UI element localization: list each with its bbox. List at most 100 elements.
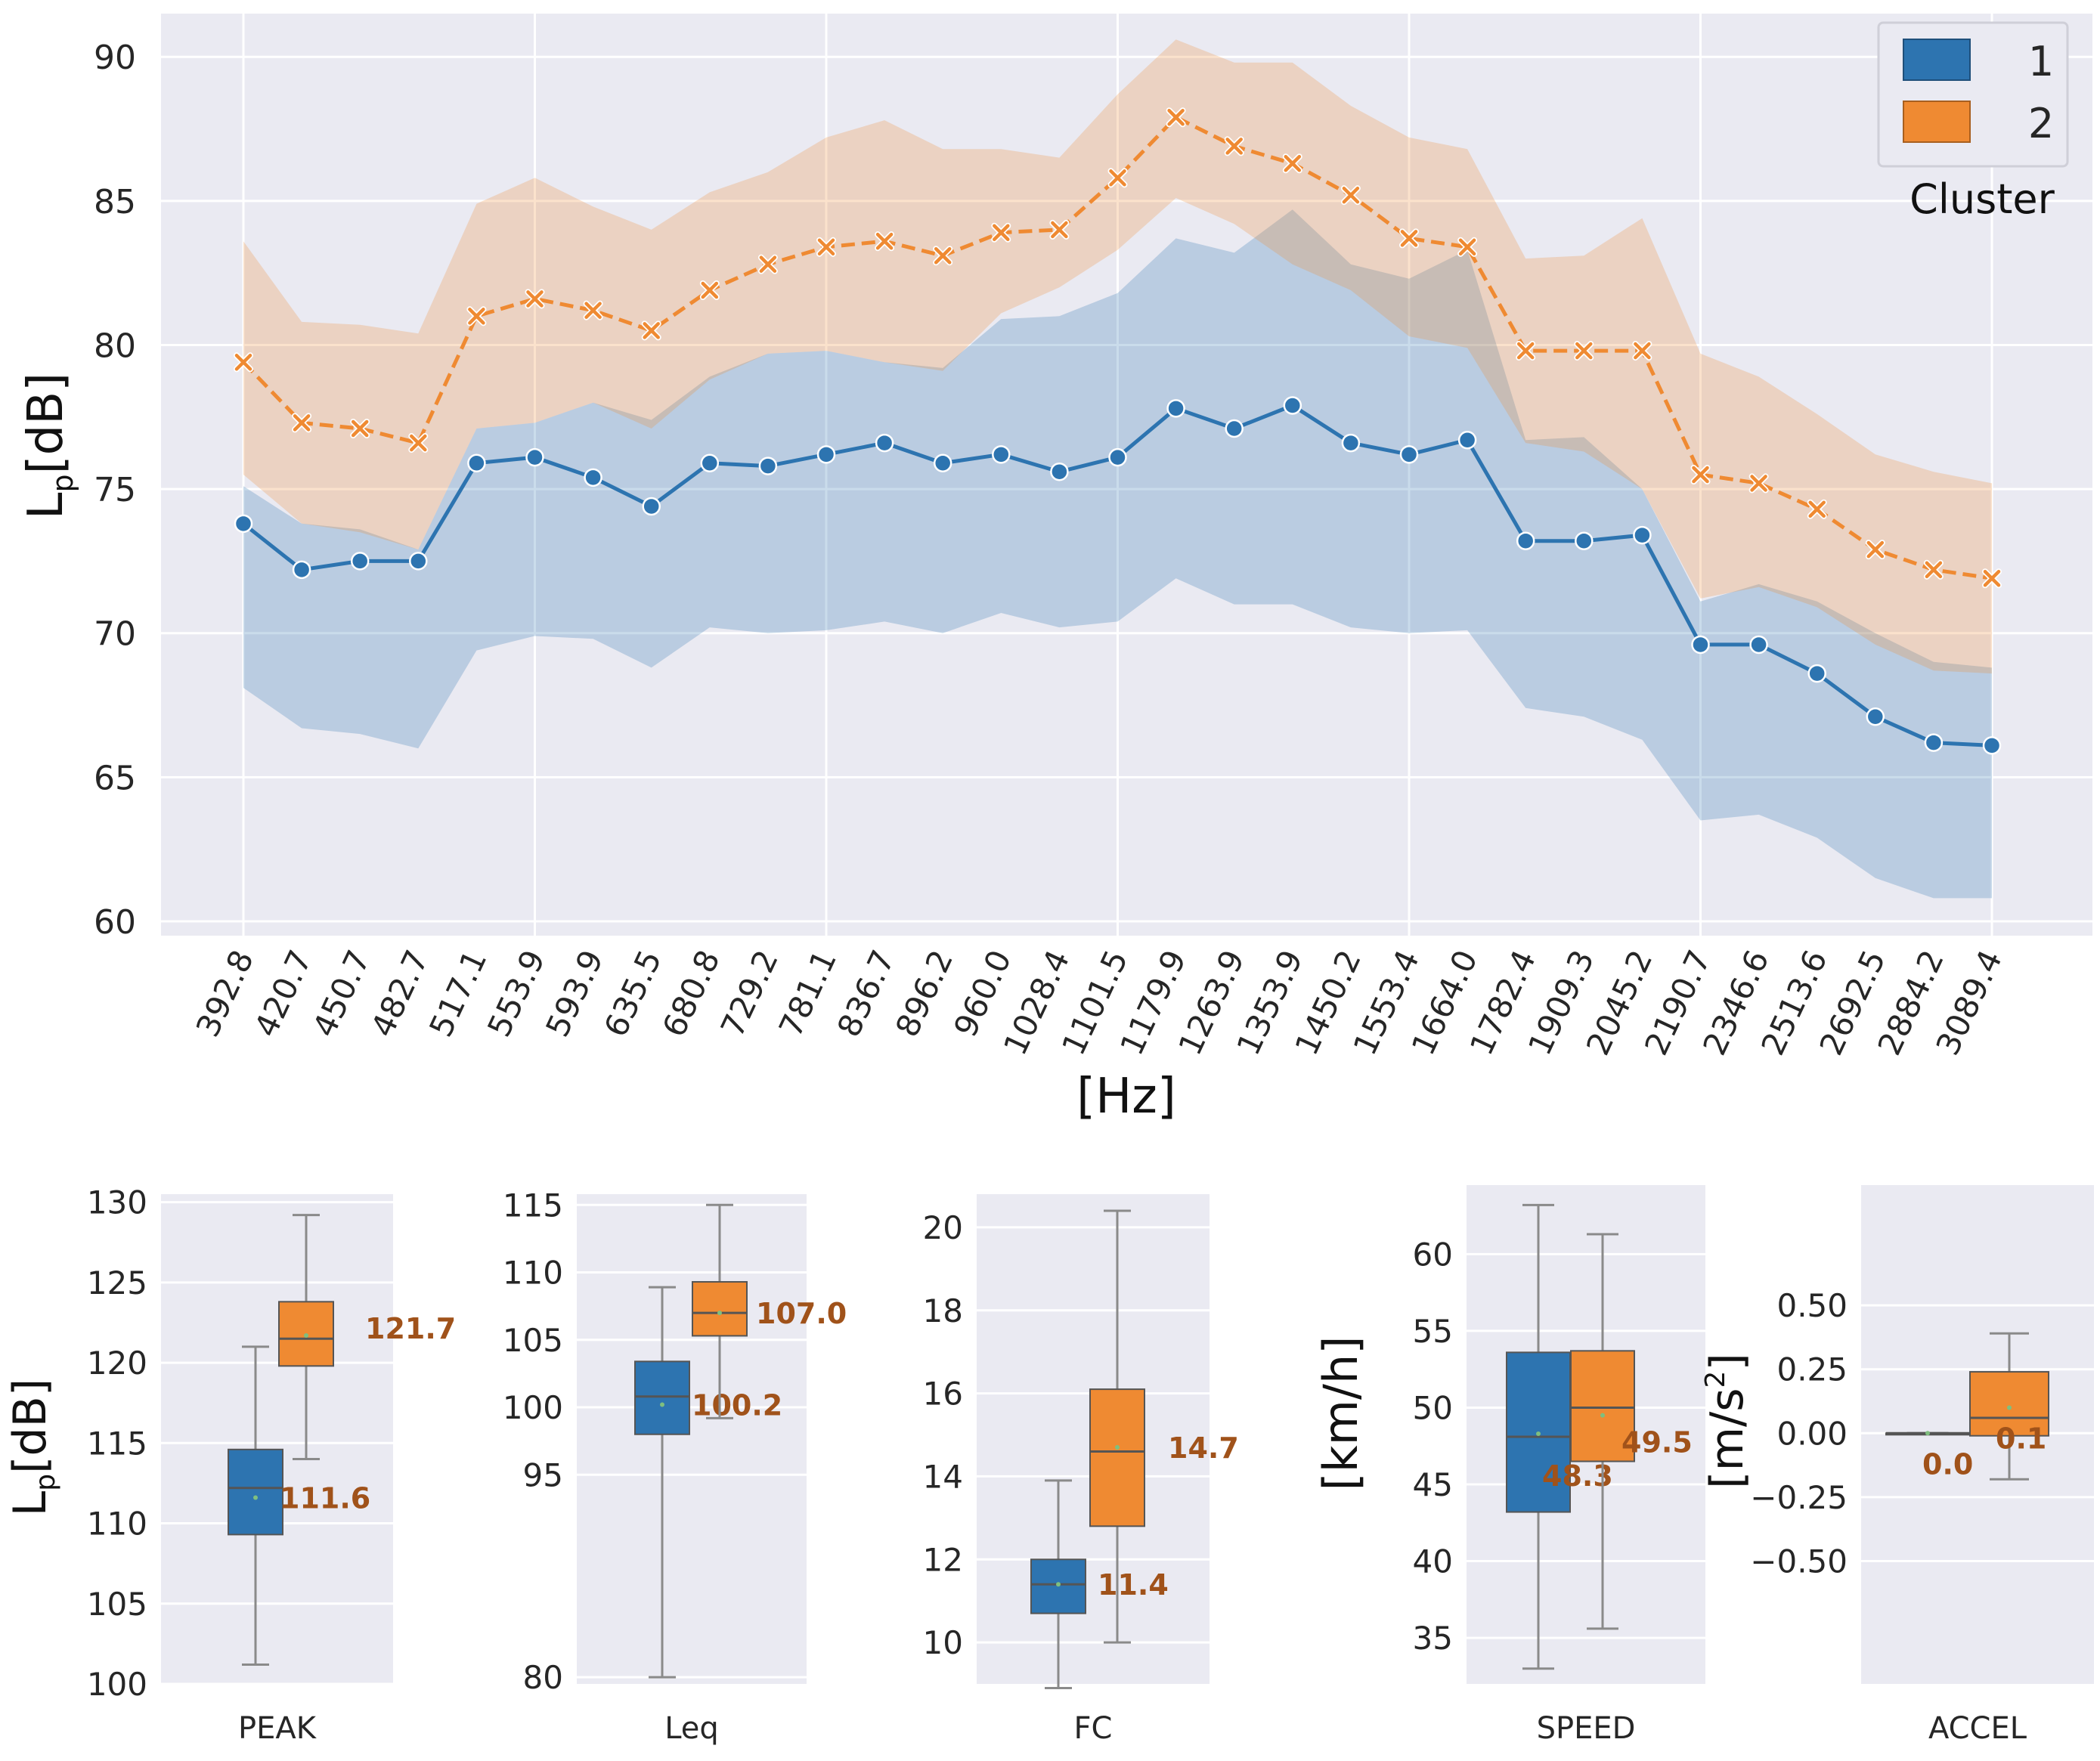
mean-value-label: 121.7 — [365, 1312, 456, 1345]
marker-stroke — [234, 354, 252, 371]
mean-value-label: 100.2 — [692, 1388, 782, 1422]
y-tick-label: 18 — [923, 1292, 963, 1329]
marker-stroke — [875, 232, 894, 250]
marker-stroke — [1167, 109, 1185, 126]
data-point-cluster-2 — [699, 280, 720, 300]
data-point-cluster-1 — [1225, 419, 1244, 438]
y-tick-label: 12 — [923, 1541, 963, 1578]
data-point-cluster-2 — [1690, 465, 1711, 484]
y-tick-label: 50 — [1413, 1389, 1453, 1426]
y-tick-label: 110 — [87, 1506, 147, 1543]
box-cluster-2 — [1089, 1388, 1145, 1527]
ci-band-cluster-2 — [243, 39, 1992, 674]
data-point-cluster-1 — [992, 445, 1011, 464]
mean-marker — [304, 1332, 308, 1338]
marker-stroke — [701, 281, 719, 299]
data-point-cluster-2 — [1923, 559, 1944, 580]
data-point-cluster-2 — [1982, 568, 2002, 589]
box-cluster-2 — [1969, 1371, 2049, 1437]
box-cluster-2 — [692, 1281, 748, 1337]
legend-entry-2: 2 — [2028, 100, 2054, 147]
mean-marker — [1115, 1444, 1120, 1450]
data-point-cluster-2 — [1340, 185, 1361, 206]
y-tick-label: 16 — [923, 1376, 963, 1413]
marker-stroke — [1284, 155, 1302, 172]
accel-y-axis-label: [m/s2] — [1700, 1353, 1754, 1489]
data-point-cluster-1 — [1749, 635, 1768, 655]
box-panel-accel: −0.50 −0.25 0.00 0.25 0.50 ACCEL 0.0 0.1 — [1750, 1185, 2094, 1746]
y-tick-label: 105 — [87, 1586, 147, 1623]
marker-stroke — [526, 290, 544, 308]
data-point-cluster-2 — [1516, 341, 1536, 361]
y-tick-label: −0.25 — [1750, 1479, 1848, 1516]
mean-value-label: 49.5 — [1621, 1426, 1693, 1459]
mean-value-label: 0.0 — [1922, 1447, 1973, 1481]
data-point-cluster-1 — [525, 447, 544, 467]
data-point-cluster-1 — [1691, 635, 1710, 655]
mean-value-label: 111.6 — [280, 1482, 370, 1515]
x-category-label: FC — [1074, 1711, 1113, 1746]
y-tick-label: 130 — [87, 1184, 147, 1221]
y-tick-label: 95 — [523, 1456, 563, 1493]
marker-stroke — [759, 255, 777, 273]
data-point-cluster-2 — [234, 352, 253, 373]
data-point-cluster-1 — [1982, 736, 2002, 755]
marker-stroke — [468, 308, 485, 325]
y-tick-label: 85 — [94, 183, 136, 221]
mean-marker — [1925, 1431, 1930, 1436]
marker-stroke — [1051, 221, 1068, 239]
x-category-label: PEAK — [238, 1711, 317, 1746]
y-tick-label: 80 — [94, 327, 136, 365]
box-panel-speed: 35 40 45 50 55 60 SPEED 48.349.5 — [1413, 1185, 1705, 1746]
data-point-cluster-2 — [1224, 136, 1244, 156]
y-tick-label: −0.50 — [1750, 1543, 1848, 1580]
data-point-cluster-1 — [1924, 733, 1944, 752]
data-point-cluster-2 — [1457, 237, 1478, 257]
data-point-cluster-2 — [292, 413, 312, 433]
x-category-label: SPEED — [1537, 1711, 1636, 1746]
legend: 1 2 Cluster — [1877, 21, 2069, 223]
data-point-cluster-2 — [641, 320, 661, 341]
y-tick-label: 125 — [87, 1264, 147, 1301]
marker-stroke — [1109, 169, 1126, 187]
data-point-cluster-2 — [1865, 540, 1885, 560]
data-point-cluster-1 — [1866, 707, 1885, 726]
x-axis-label: [Hz] — [1076, 1069, 1176, 1125]
y-tick-label: 35 — [1413, 1620, 1453, 1657]
mean-value-label: 14.7 — [1168, 1431, 1239, 1465]
y-tick-label: 75 — [94, 471, 136, 509]
y-tick-label: 40 — [1413, 1543, 1453, 1580]
mean-marker — [1536, 1431, 1541, 1436]
y-tick-label: 80 — [523, 1659, 563, 1696]
y-tick-label: 105 — [503, 1322, 563, 1359]
marker-stroke — [993, 224, 1010, 241]
data-point-cluster-2 — [1282, 153, 1302, 174]
marker-stroke — [1925, 561, 1943, 579]
data-point-cluster-2 — [1807, 499, 1827, 519]
y-tick-label: 10 — [923, 1624, 963, 1661]
marker-stroke — [1342, 186, 1360, 204]
y-tick-label: 110 — [503, 1255, 563, 1292]
data-point-cluster-2 — [875, 231, 895, 252]
marker-stroke — [1458, 238, 1476, 256]
y-tick-label: 115 — [503, 1187, 563, 1224]
marker-stroke — [1983, 570, 2001, 587]
y-tick-label: 60 — [1413, 1236, 1453, 1273]
marker-stroke — [1516, 342, 1535, 360]
data-point-cluster-1 — [700, 453, 720, 472]
marker-stroke — [1634, 342, 1651, 360]
marker-stroke — [1400, 230, 1418, 247]
y-tick-label: 65 — [94, 759, 136, 797]
data-point-cluster-1 — [409, 552, 428, 571]
ci-band-cluster-1 — [243, 209, 1992, 899]
marker-stroke — [584, 302, 602, 319]
data-point-cluster-1 — [933, 453, 952, 472]
data-point-cluster-1 — [1575, 531, 1594, 550]
data-point-cluster-1 — [1399, 445, 1419, 464]
data-point-cluster-2 — [1399, 228, 1419, 249]
legend-entry-1: 1 — [2028, 38, 2054, 85]
x-category-label: ACCEL — [1928, 1711, 2027, 1746]
data-point-cluster-2 — [350, 419, 370, 438]
